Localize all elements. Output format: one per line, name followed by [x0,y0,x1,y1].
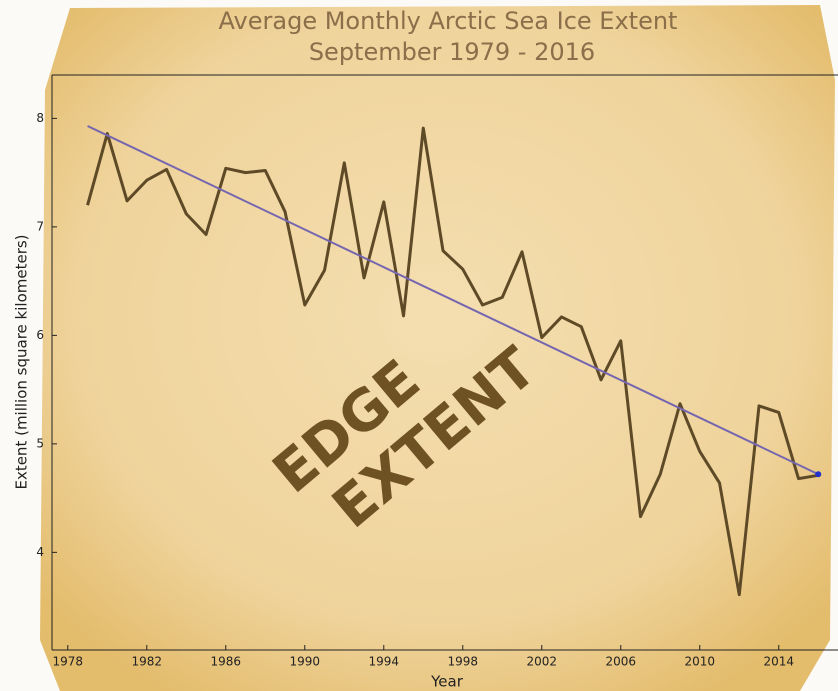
trend-end-marker [815,471,822,478]
y-axis-label: Extent (million square kilometers) [13,234,31,489]
cheese-backdrop [40,5,835,691]
y-tick-label: 8 [36,111,44,125]
x-tick-label: 2010 [684,655,715,669]
x-axis-label: Year [430,673,464,691]
trend-line [87,125,819,476]
x-tick-label: 2014 [763,655,794,669]
x-tick-label: 1998 [448,655,479,669]
x-tick-label: 1982 [132,655,163,669]
data-line [86,126,819,597]
y-tick-label: 4 [36,545,44,559]
x-tick-label: 1990 [290,655,321,669]
chart-title: Average Monthly Arctic Sea Ice Extent [219,7,678,35]
x-tick-label: 2006 [605,655,636,669]
x-tick-label: 1978 [53,655,84,669]
chart-subtitle: September 1979 - 2016 [309,38,595,66]
y-tick-label: 7 [36,219,44,233]
y-tick-label: 5 [36,436,44,450]
x-tick-label: 2002 [526,655,557,669]
x-tick-label: 1986 [211,655,242,669]
y-tick-label: 6 [36,328,44,342]
x-tick-label: 1994 [369,655,400,669]
